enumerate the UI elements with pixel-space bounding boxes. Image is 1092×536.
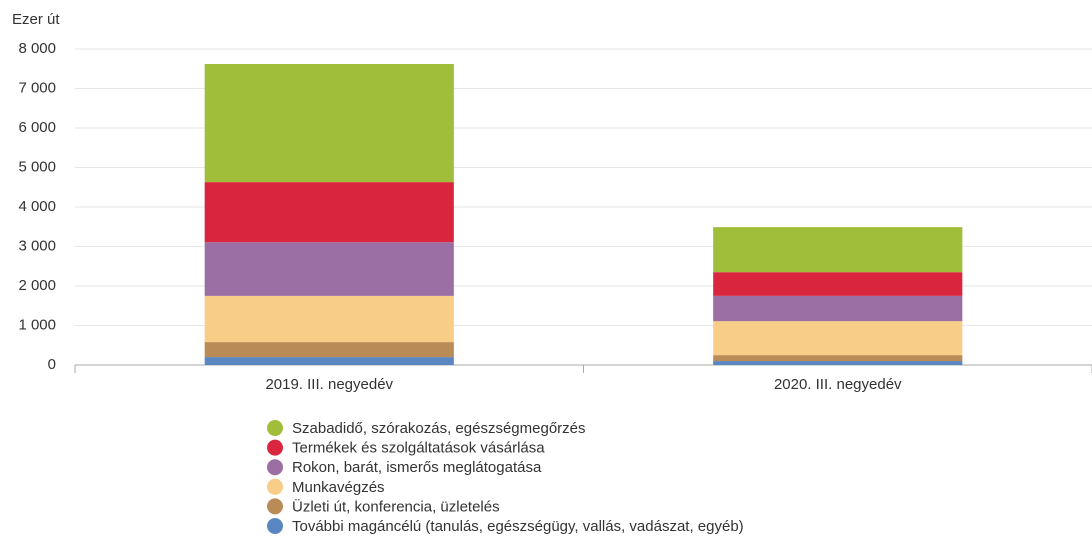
bar-segment <box>204 242 454 296</box>
bar-segment <box>204 357 454 365</box>
legend-marker <box>267 498 283 515</box>
bar-segment <box>204 342 454 358</box>
y-tick-label: 5 000 <box>18 158 56 175</box>
bar-segment <box>204 182 454 243</box>
y-tick-label: 8 000 <box>18 40 56 57</box>
legend-label: Munkavégzés <box>292 479 385 496</box>
bar-segment <box>713 227 963 273</box>
bar-segment <box>713 295 963 322</box>
bar-segment <box>713 355 963 362</box>
legend-label: Üzleti út, konferencia, üzletelés <box>292 497 500 515</box>
legend-marker <box>267 459 283 476</box>
bar-segment <box>713 361 963 365</box>
bar-segment <box>713 321 963 356</box>
legend-marker <box>267 439 283 456</box>
y-tick-label: 1 000 <box>18 316 56 333</box>
x-tick-label: 2019. III. negyedév <box>265 376 393 393</box>
y-tick-label: 0 <box>48 356 56 373</box>
y-tick-label: 7 000 <box>18 79 56 96</box>
y-axis-label: Ezer út <box>12 11 60 28</box>
legend-marker <box>267 478 283 495</box>
y-tick-label: 6 000 <box>18 119 56 136</box>
legend-label: További magáncélú (tanulás, egészségügy,… <box>292 518 744 535</box>
y-tick-label: 4 000 <box>18 198 56 215</box>
y-tick-label: 3 000 <box>18 237 56 254</box>
x-tick-label: 2020. III. negyedév <box>774 376 902 393</box>
bar-segment <box>713 272 963 296</box>
legend-marker <box>267 420 283 436</box>
legend-marker <box>267 518 283 534</box>
bar-segment <box>204 295 454 343</box>
legend-label: Szabadidő, szórakozás, egészségmegőrzés <box>292 420 586 437</box>
legend-label: Termékek és szolgáltatások vásárlása <box>292 440 545 457</box>
legend-label: Rokon, barát, ismerős meglátogatása <box>292 459 542 476</box>
y-tick-label: 2 000 <box>18 277 56 294</box>
bar-segment <box>204 64 454 183</box>
